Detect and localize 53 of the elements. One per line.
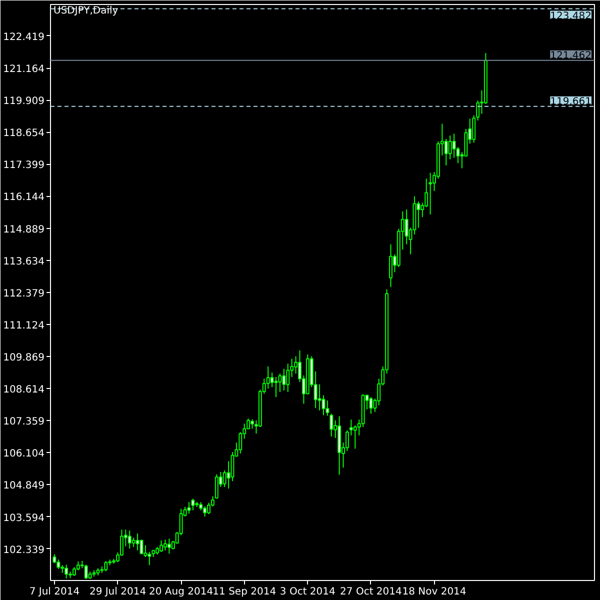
ref-line-label: 121.462: [550, 50, 592, 62]
candlestick: [167, 538, 171, 554]
y-tick-label: 111.124: [3, 320, 45, 332]
candlestick: [238, 432, 242, 454]
candlestick: [64, 564, 68, 579]
candlestick: [191, 498, 195, 511]
y-tick-label: 102.339: [3, 544, 45, 556]
candlestick: [369, 396, 373, 414]
x-tick-label: 11 Sep 2014: [212, 586, 276, 598]
candlestick: [444, 138, 448, 166]
y-tick-label: 107.359: [3, 416, 45, 428]
candlestick: [84, 564, 88, 580]
candlestick: [266, 366, 270, 390]
candlestick: [282, 368, 286, 391]
candlestick: [136, 533, 140, 551]
y-tick-label: 104.849: [3, 480, 45, 492]
y-tick-label: 121.164: [3, 64, 45, 75]
x-tick-label: 29 Jul 2014: [89, 586, 146, 598]
candlestick: [187, 502, 191, 514]
candlestick: [318, 384, 322, 411]
candlestick: [128, 530, 132, 550]
ref-line-label: 119.661: [550, 96, 592, 108]
candlestick: [286, 363, 290, 392]
candlestick: [104, 560, 108, 572]
y-tick-label: 103.594: [3, 512, 45, 524]
candlestick: [203, 506, 207, 518]
y-tick-label: 114.889: [3, 224, 45, 236]
candlestick: [448, 135, 452, 160]
candlestick: [160, 540, 164, 552]
candlestick: [416, 200, 420, 228]
candlestick: [214, 474, 218, 500]
y-tick-label: 119.909: [3, 96, 45, 108]
candlestick: [428, 172, 432, 215]
x-tick-label: 27 Oct 2014: [340, 586, 402, 598]
y-tick-label: 106.104: [3, 448, 45, 460]
chart-title: USDJPY,Daily: [54, 6, 118, 16]
y-tick-label: 113.634: [3, 256, 45, 268]
y-tick-label: 108.614: [3, 384, 45, 396]
y-tick-label: 117.399: [3, 160, 45, 172]
ref-line-label: 123.482: [550, 10, 592, 22]
x-tick-label: 18 Nov 2014: [402, 586, 466, 598]
y-tick-label: 122.419: [3, 32, 45, 43]
x-tick-label: 20 Aug 2014: [149, 586, 214, 598]
candlestick: [164, 539, 167, 551]
y-tick-label: 112.379: [3, 288, 45, 300]
candlestick: [389, 244, 392, 288]
candlestick: [132, 537, 136, 548]
y-tick-label: 109.869: [3, 352, 45, 364]
x-tick-label: 7 Jul 2014: [29, 586, 80, 598]
y-tick-label: 116.144: [3, 192, 45, 204]
y-tick-label: 118.654: [3, 128, 45, 140]
candlestick: [250, 418, 254, 430]
x-tick-label: 3 Oct 2014: [280, 586, 336, 598]
